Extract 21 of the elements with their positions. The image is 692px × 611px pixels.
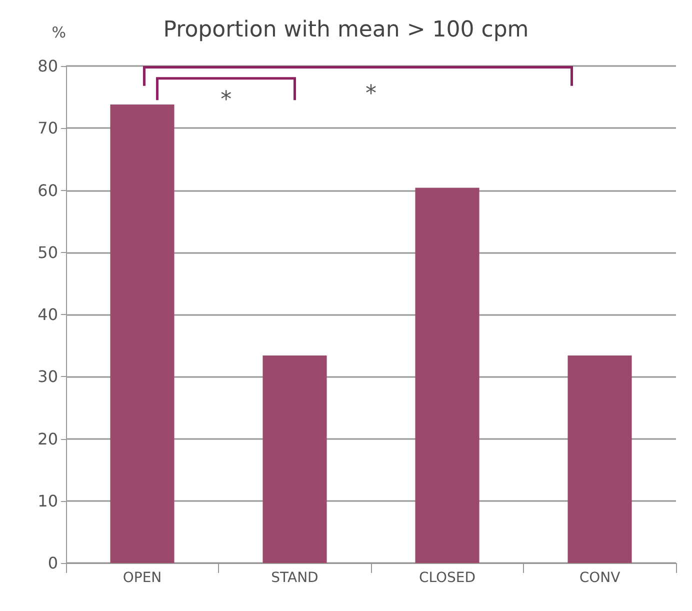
annotation: *: [366, 81, 376, 106]
y-tick-label: 20: [38, 429, 58, 448]
y-tick-label: 70: [38, 118, 58, 138]
y-tick-label: 10: [38, 491, 58, 510]
y-tick-label: 60: [38, 180, 58, 200]
y-tick-label: 80: [38, 56, 58, 76]
bar: [110, 104, 174, 563]
x-tick-label: CLOSED: [418, 570, 476, 586]
y-tick-label: 0: [48, 554, 58, 572]
x-tick-label: CONV: [579, 570, 621, 586]
annotation: *: [220, 88, 232, 113]
bar: [415, 188, 480, 563]
y-axis-title: %: [52, 24, 66, 42]
bar: [262, 356, 327, 563]
bar: [568, 356, 632, 563]
x-tick-label: STAND: [271, 570, 318, 586]
y-tick-label: 50: [38, 242, 58, 262]
y-tick-label: 40: [38, 305, 58, 324]
y-tick-label: 30: [38, 367, 58, 386]
chart-title: Proportion with mean > 100 cpm: [163, 18, 529, 42]
x-tick-label: OPEN: [122, 570, 162, 586]
